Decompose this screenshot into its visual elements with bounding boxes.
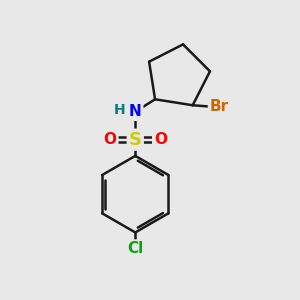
Text: O: O xyxy=(104,132,117,147)
Text: Br: Br xyxy=(210,99,229,114)
Text: N: N xyxy=(129,104,142,119)
Text: S: S xyxy=(129,131,142,149)
Text: Cl: Cl xyxy=(127,241,143,256)
Text: H: H xyxy=(113,103,125,117)
Text: O: O xyxy=(154,132,167,147)
